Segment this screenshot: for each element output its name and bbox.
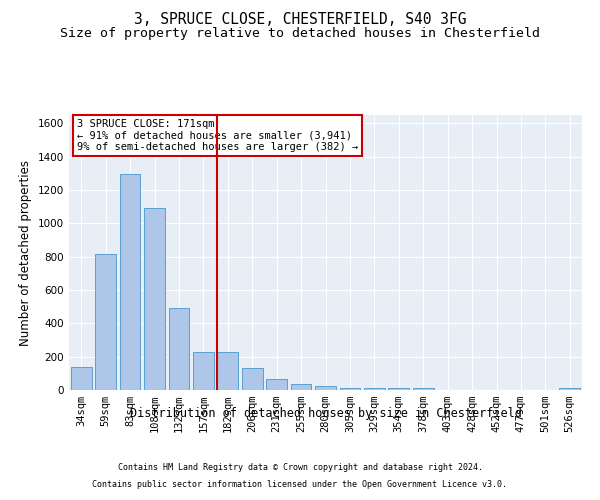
Text: 3, SPRUCE CLOSE, CHESTERFIELD, S40 3FG: 3, SPRUCE CLOSE, CHESTERFIELD, S40 3FG: [134, 12, 466, 28]
Bar: [364, 388, 385, 390]
Bar: [144, 208, 165, 390]
Bar: [242, 368, 263, 390]
Bar: [193, 352, 214, 390]
Bar: [388, 388, 409, 390]
Bar: [290, 384, 311, 390]
Bar: [266, 379, 287, 390]
Text: Contains HM Land Registry data © Crown copyright and database right 2024.: Contains HM Land Registry data © Crown c…: [118, 464, 482, 472]
Bar: [340, 388, 361, 390]
Text: Distribution of detached houses by size in Chesterfield: Distribution of detached houses by size …: [130, 408, 522, 420]
Bar: [217, 352, 238, 390]
Text: Size of property relative to detached houses in Chesterfield: Size of property relative to detached ho…: [60, 28, 540, 40]
Bar: [95, 254, 116, 390]
Bar: [315, 386, 336, 390]
Bar: [559, 388, 580, 390]
Bar: [413, 388, 434, 390]
Bar: [169, 308, 190, 390]
Text: Contains public sector information licensed under the Open Government Licence v3: Contains public sector information licen…: [92, 480, 508, 489]
Text: 3 SPRUCE CLOSE: 171sqm
← 91% of detached houses are smaller (3,941)
9% of semi-d: 3 SPRUCE CLOSE: 171sqm ← 91% of detached…: [77, 119, 358, 152]
Y-axis label: Number of detached properties: Number of detached properties: [19, 160, 32, 346]
Bar: [119, 174, 140, 390]
Bar: [71, 366, 92, 390]
